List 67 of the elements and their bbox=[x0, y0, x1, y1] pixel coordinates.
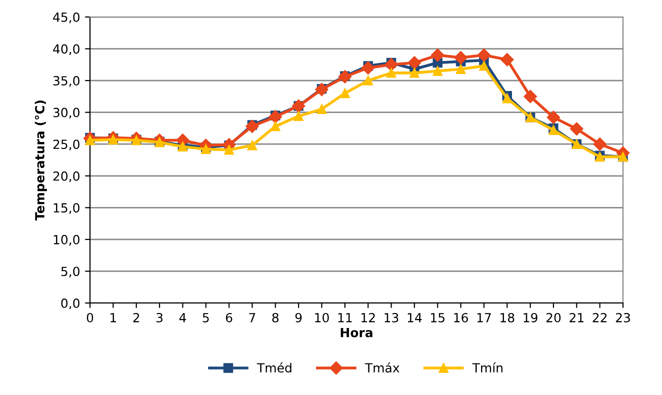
point bbox=[384, 58, 398, 72]
x-tick-label: 20 bbox=[546, 312, 561, 322]
point bbox=[247, 140, 258, 150]
legend-label: Tmáx bbox=[364, 362, 400, 373]
x-tick-label: 11 bbox=[338, 313, 352, 322]
point bbox=[363, 76, 373, 86]
y-tick-label: 10,0 bbox=[54, 234, 80, 246]
point bbox=[294, 111, 304, 122]
point bbox=[524, 90, 537, 104]
point bbox=[268, 110, 282, 124]
point bbox=[315, 82, 328, 96]
point bbox=[338, 70, 352, 84]
x-tick-label: 22 bbox=[592, 312, 607, 322]
x-tick-label: 5 bbox=[202, 313, 209, 322]
point bbox=[362, 61, 375, 74]
y-tick-label: 15,0 bbox=[54, 203, 80, 214]
x-tick-label: 17 bbox=[477, 313, 491, 322]
x-tick-label: 13 bbox=[384, 312, 398, 322]
x-tick-label: 6 bbox=[226, 312, 232, 322]
point bbox=[224, 144, 234, 155]
point bbox=[316, 104, 327, 114]
point bbox=[432, 66, 442, 76]
point bbox=[270, 121, 280, 132]
x-axis-title: Hora bbox=[340, 328, 372, 338]
point bbox=[246, 120, 259, 133]
x-tick-label: 0 bbox=[86, 312, 94, 322]
x-tick-label: 23 bbox=[616, 312, 630, 322]
point bbox=[456, 64, 466, 74]
x-tick-label: 10 bbox=[315, 312, 329, 322]
x-tick-label: 8 bbox=[272, 312, 279, 322]
point bbox=[454, 51, 468, 64]
point bbox=[408, 56, 422, 70]
x-tick-label: 1 bbox=[110, 313, 116, 322]
y-tick-label: 35,0 bbox=[53, 76, 80, 87]
legend-label: Tmín bbox=[472, 362, 502, 372]
point bbox=[477, 48, 491, 62]
point bbox=[410, 68, 420, 78]
point bbox=[479, 61, 489, 71]
y-tick-label: 40,0 bbox=[53, 44, 80, 55]
x-tick-label: 2 bbox=[133, 312, 140, 322]
point bbox=[340, 88, 350, 98]
x-tick-label: 4 bbox=[179, 313, 186, 322]
point bbox=[546, 110, 560, 124]
y-tick-label: 25,0 bbox=[53, 140, 80, 150]
x-tick-label: 14 bbox=[408, 313, 422, 322]
x-tick-label: 18 bbox=[500, 312, 514, 322]
x-tick-label: 7 bbox=[249, 313, 256, 322]
point bbox=[593, 138, 606, 151]
legend-label: Tméd bbox=[256, 362, 292, 373]
y-axis-title: Temperatura (°C) bbox=[34, 100, 47, 220]
y-tick-label: 20,0 bbox=[53, 171, 80, 182]
y-tick-label: 30,0 bbox=[53, 108, 80, 119]
x-tick-label: 3 bbox=[156, 312, 162, 322]
y-tick-label: 0,0 bbox=[61, 298, 80, 310]
y-tick-label: 45,0 bbox=[53, 12, 80, 24]
x-tick-label: 9 bbox=[295, 312, 302, 322]
point bbox=[431, 48, 444, 62]
x-tick-label: 12 bbox=[362, 312, 375, 322]
point bbox=[502, 93, 512, 104]
y-tick-label: 5,0 bbox=[61, 266, 80, 278]
x-tick-label: 15 bbox=[431, 313, 444, 322]
x-tick-label: 16 bbox=[454, 312, 468, 322]
point bbox=[386, 68, 396, 78]
point bbox=[570, 122, 584, 136]
x-tick-label: 19 bbox=[524, 312, 538, 322]
point bbox=[500, 52, 514, 66]
x-tick-label: 21 bbox=[570, 312, 584, 322]
